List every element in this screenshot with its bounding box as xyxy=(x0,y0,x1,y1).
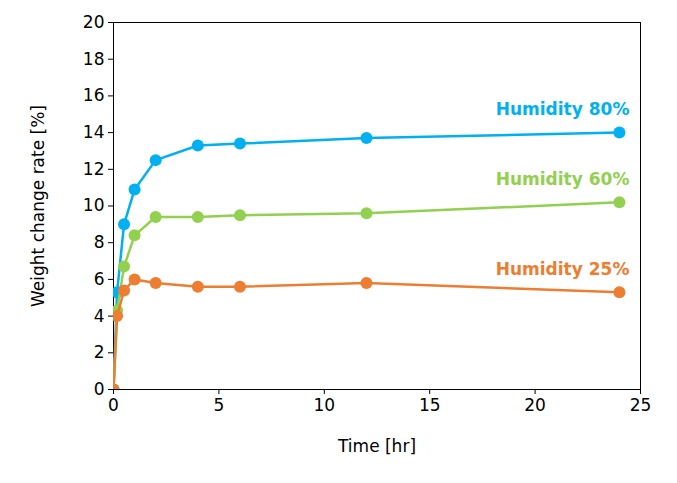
svg-text:10: 10 xyxy=(313,395,335,415)
svg-text:10: 10 xyxy=(83,195,105,215)
svg-text:4: 4 xyxy=(94,306,105,326)
svg-text:14: 14 xyxy=(83,122,105,142)
svg-text:Time [hr]: Time [hr] xyxy=(337,436,416,456)
svg-text:8: 8 xyxy=(94,232,105,252)
svg-text:5: 5 xyxy=(213,395,224,415)
svg-text:25: 25 xyxy=(630,395,652,415)
svg-text:15: 15 xyxy=(419,395,441,415)
svg-text:0: 0 xyxy=(108,395,119,415)
svg-text:Humidity 60%: Humidity 60% xyxy=(496,169,630,189)
svg-text:Humidity 25%: Humidity 25% xyxy=(496,259,630,279)
svg-text:16: 16 xyxy=(83,85,105,105)
svg-text:2: 2 xyxy=(94,342,105,362)
svg-text:20: 20 xyxy=(524,395,546,415)
svg-text:20: 20 xyxy=(83,12,105,32)
svg-text:0: 0 xyxy=(94,379,105,399)
svg-text:Humidity 80%: Humidity 80% xyxy=(496,99,630,119)
svg-text:12: 12 xyxy=(83,159,105,179)
svg-text:18: 18 xyxy=(83,49,105,69)
svg-text:6: 6 xyxy=(94,269,105,289)
svg-text:Weight change rate [%]: Weight change rate [%] xyxy=(28,105,48,307)
